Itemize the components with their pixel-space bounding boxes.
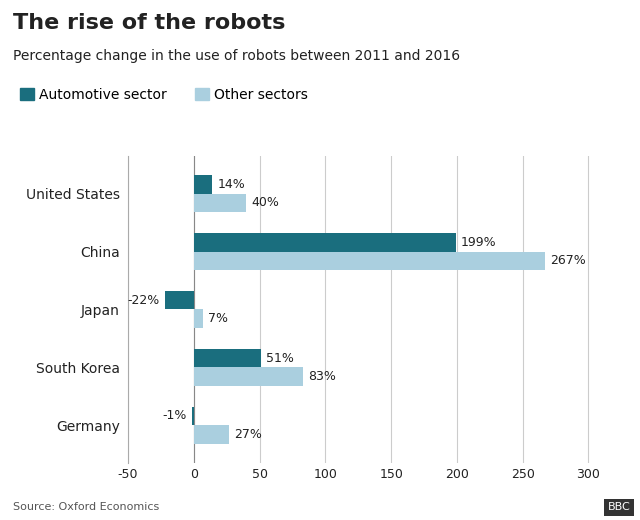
Text: The rise of the robots: The rise of the robots: [13, 13, 285, 33]
Text: Source: Oxford Economics: Source: Oxford Economics: [13, 502, 159, 512]
Text: 40%: 40%: [252, 197, 280, 210]
Text: -1%: -1%: [163, 409, 187, 422]
Bar: [194, 349, 261, 367]
Text: 199%: 199%: [461, 236, 497, 249]
Text: 27%: 27%: [235, 428, 262, 441]
Text: BBC: BBC: [607, 502, 630, 512]
Bar: [194, 233, 456, 252]
Bar: [194, 425, 229, 444]
Bar: [194, 309, 203, 328]
Bar: [193, 407, 194, 425]
Bar: [194, 175, 212, 193]
Text: -22%: -22%: [127, 294, 159, 307]
Legend: Automotive sector, Other sectors: Automotive sector, Other sectors: [20, 87, 308, 101]
Text: Percentage change in the use of robots between 2011 and 2016: Percentage change in the use of robots b…: [13, 49, 460, 63]
Text: 14%: 14%: [218, 178, 245, 191]
Bar: [194, 193, 246, 212]
Text: 51%: 51%: [266, 352, 294, 365]
Text: 7%: 7%: [208, 312, 228, 325]
Text: 83%: 83%: [308, 370, 336, 383]
Bar: [194, 252, 545, 270]
Bar: [194, 367, 303, 386]
Bar: [165, 291, 194, 309]
Text: 267%: 267%: [550, 254, 586, 267]
